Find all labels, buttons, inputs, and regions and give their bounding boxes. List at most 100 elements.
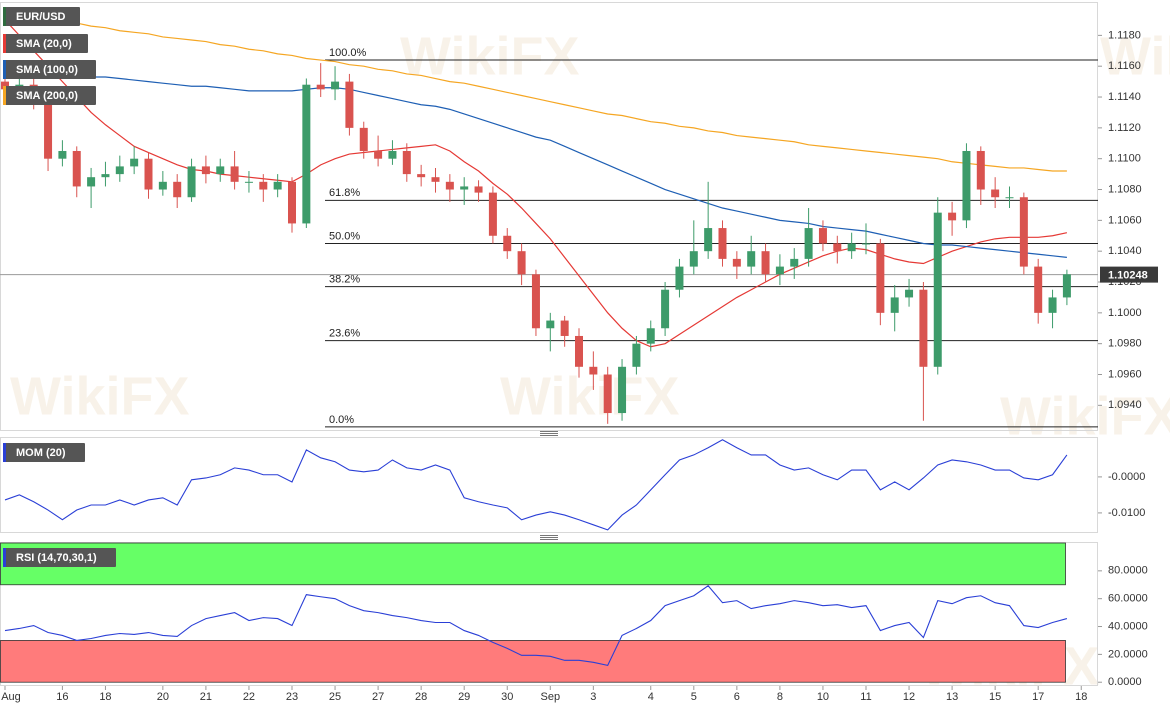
x-tick-label: 28 — [415, 691, 427, 703]
y-tick-label: 1.1100 — [1108, 153, 1141, 165]
candle-body — [44, 97, 53, 159]
candle-body — [761, 251, 770, 275]
indicator-legend: MOM (20) — [16, 447, 66, 459]
x-tick-label: 13 — [946, 691, 958, 703]
x-tick-label: 3 — [590, 691, 596, 703]
candle-body — [646, 328, 655, 344]
candle-body — [359, 127, 368, 151]
rsi-band — [0, 640, 1066, 683]
watermark: WikiFX — [1000, 386, 1170, 446]
candle-body — [259, 181, 268, 190]
candle-body — [718, 228, 727, 259]
candle-body — [1034, 266, 1043, 313]
candle-body — [144, 158, 153, 190]
candle-body — [1, 81, 9, 90]
candle-body — [919, 289, 928, 367]
candle-body — [991, 189, 1000, 198]
y-tick-label: 0.0000 — [1108, 676, 1142, 688]
candle-body — [804, 228, 813, 259]
candle-body — [876, 243, 885, 313]
fib-label: 61.8% — [329, 187, 360, 199]
candle-body — [316, 84, 325, 90]
candle-body — [517, 251, 526, 275]
sma-line — [4, 67, 1067, 258]
candle-body — [976, 150, 985, 190]
y-tick-label: 1.1180 — [1108, 29, 1141, 41]
candle-body — [101, 174, 110, 178]
candle-body — [445, 181, 454, 190]
x-tick-label: 11 — [860, 691, 871, 703]
candle-body — [833, 243, 842, 252]
y-tick-label: 1.0940 — [1108, 399, 1142, 411]
candle-body — [503, 235, 512, 252]
candle-body — [747, 251, 756, 267]
y-tick-label: 80.0000 — [1108, 565, 1148, 577]
candle-body — [689, 251, 698, 267]
x-tick-label: Aug — [1, 691, 21, 703]
y-tick-label: 1.1140 — [1108, 91, 1141, 103]
candle-body — [187, 166, 196, 198]
y-tick-label: 1.1120 — [1108, 122, 1141, 134]
candle-body — [1048, 297, 1057, 313]
candle-body — [560, 320, 569, 336]
last-price-box — [1100, 266, 1158, 283]
mom-panel-frame — [0, 437, 1098, 533]
fib-label: 100.0% — [329, 47, 367, 59]
candle-body — [531, 274, 540, 329]
y-tick-label: 40.0000 — [1108, 620, 1148, 632]
last-price-label: 1.10248 — [1108, 270, 1148, 282]
candle-body — [488, 192, 497, 236]
indicator-line — [4, 439, 1068, 531]
candle-body — [158, 181, 167, 190]
candle-body — [546, 320, 555, 329]
instrument-legend-box — [3, 7, 80, 26]
x-tick-label: 18 — [99, 691, 111, 703]
series-legend-strip — [3, 86, 6, 105]
y-tick-label: 20.0000 — [1108, 648, 1148, 660]
candle-body — [890, 297, 899, 313]
y-tick-label: 1.1040 — [1108, 245, 1142, 257]
series-legend: SMA (100,0) — [16, 64, 78, 76]
x-tick-label: 6 — [734, 691, 740, 703]
rsi-panel-frame — [0, 542, 1098, 686]
candle-body — [115, 166, 124, 175]
x-tick-label: Sep — [541, 691, 561, 703]
x-tick-label: 21 — [200, 691, 212, 703]
series-legend-box — [3, 86, 96, 105]
candle-body — [201, 166, 210, 175]
y-tick-label: -0.0000 — [1108, 471, 1145, 483]
candle-body — [244, 181, 253, 183]
candle-body — [775, 266, 784, 275]
panel-resize-handle[interactable] — [540, 535, 558, 540]
x-tick-label: 30 — [501, 691, 513, 703]
candle-body — [402, 150, 411, 175]
watermark: WikiFX — [400, 26, 580, 86]
candle-body — [905, 289, 914, 298]
candle-body — [933, 212, 942, 367]
sma-line — [4, 7, 1067, 172]
watermark: WikiFX — [500, 366, 680, 426]
panel-resize-handle[interactable] — [540, 431, 558, 436]
candle-body — [847, 243, 856, 252]
candle-body — [230, 166, 239, 182]
fib-label: 38.2% — [329, 274, 360, 286]
candle-body — [374, 150, 383, 159]
x-tick-label: 22 — [243, 691, 255, 703]
candle-body — [675, 266, 684, 290]
candle-body — [460, 186, 469, 190]
fib-label: 0.0% — [329, 414, 354, 426]
y-tick-label: -0.0100 — [1108, 507, 1145, 519]
series-legend: SMA (20,0) — [16, 38, 72, 50]
x-tick-label: 17 — [1032, 691, 1044, 703]
candle-body — [431, 177, 440, 182]
indicator-legend: RSI (14,70,30,1) — [16, 552, 97, 564]
candle-body — [331, 81, 340, 90]
series-legend-box — [3, 34, 88, 53]
plot-layer: 1.09401.09601.09801.10001.10201.10401.10… — [0, 7, 1158, 703]
sma-line — [4, 19, 1068, 348]
candle-body — [790, 258, 799, 267]
y-tick-label: 1.1080 — [1108, 183, 1142, 195]
watermark: WikiFX — [10, 366, 190, 426]
